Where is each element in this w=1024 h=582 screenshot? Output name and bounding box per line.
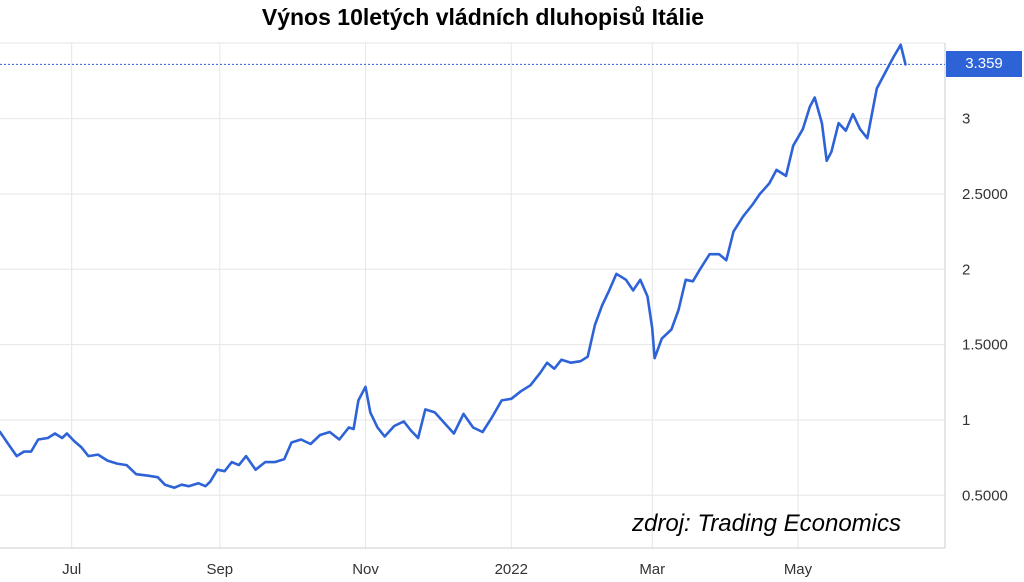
- x-tick-label: Mar: [639, 561, 665, 578]
- series-layer: [0, 43, 907, 489]
- y-tick-label: 2.5000: [962, 186, 1008, 203]
- x-tick-label: Jul: [62, 561, 81, 578]
- chart-title: Výnos 10letých vládních dluhopisů Itálie: [261, 4, 705, 30]
- series-line: [0, 43, 907, 489]
- axes: [0, 43, 946, 549]
- y-tick-label: 3: [962, 111, 970, 128]
- grid-lines: [0, 42, 945, 548]
- y-tick-label: 2: [962, 261, 970, 278]
- y-tick-label: 0.5000: [962, 487, 1008, 504]
- last-value-label: 3.359: [946, 51, 1022, 77]
- y-tick-label: 1.5000: [962, 337, 1008, 354]
- tick-labels: 3 2.5000 2 1.5000 1 0.5000 Jul Sep Nov 2022 Mar May: [62, 111, 1008, 578]
- x-tick-label: Nov: [352, 561, 379, 578]
- y-tick-label: 1: [962, 412, 970, 429]
- x-tick-label: 2022: [495, 561, 528, 578]
- x-tick-label: May: [784, 561, 813, 578]
- x-tick-label: Sep: [206, 561, 233, 578]
- source-note: zdroj: Trading Economics: [632, 510, 901, 537]
